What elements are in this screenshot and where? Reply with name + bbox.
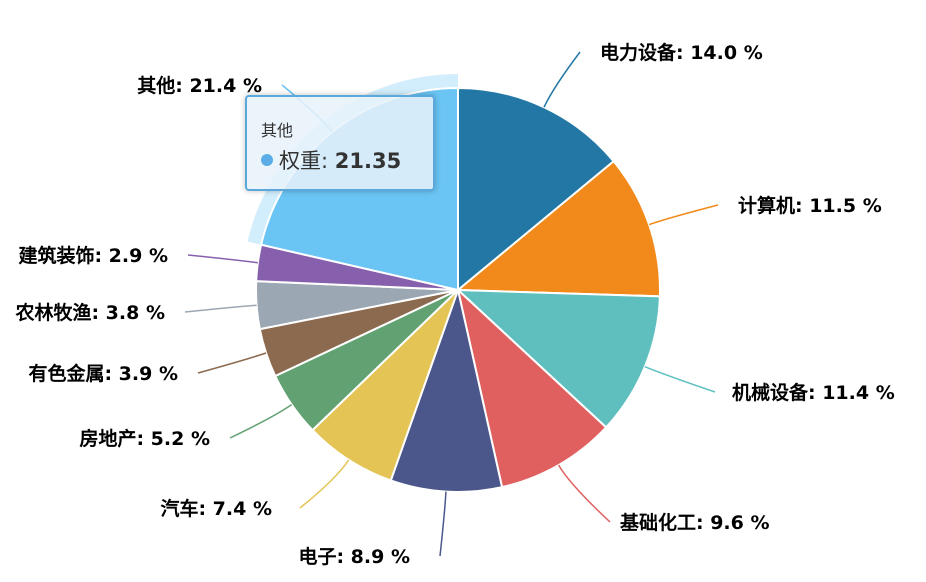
- tooltip-series-label: 权重:: [279, 149, 335, 173]
- pie-slice-1[interactable]: [455, 159, 661, 298]
- slice-label-2: 机械设备: 11.4 %: [732, 381, 895, 404]
- slice-label-0: 电力设备: 14.0 %: [600, 41, 763, 64]
- slice-label-5: 汽车: 7.4 %: [160, 497, 272, 520]
- leader-line-9: [187, 254, 258, 264]
- leader-line-0: [543, 51, 581, 108]
- pie-slice-2[interactable]: [455, 288, 661, 429]
- leader-line-1: [648, 204, 719, 226]
- slice-label-4: 电子: 8.9 %: [298, 545, 410, 568]
- leader-line-2: [644, 366, 716, 393]
- slice-label-8: 农林牧渔: 3.8 %: [14, 301, 165, 324]
- slice-label-6: 房地产: 5.2 %: [79, 427, 210, 450]
- leader-line-6: [229, 403, 293, 439]
- slice-label-1: 计算机: 11.5 %: [738, 194, 882, 217]
- pie-slice-3[interactable]: [456, 287, 608, 489]
- tooltip-row: 权重: 21.35: [261, 145, 401, 175]
- slice-label-9: 建筑装饰: 2.9 %: [18, 244, 168, 267]
- tooltip-title: 其他: [261, 121, 294, 140]
- leader-line-5: [299, 459, 350, 509]
- leader-line-8: [184, 304, 257, 313]
- leader-line-4: [439, 491, 447, 557]
- slice-label-3: 基础化工: 9.6 %: [619, 511, 770, 534]
- tooltip-value: 21.35: [334, 149, 402, 173]
- leader-line-7: [197, 352, 267, 374]
- leader-line-3: [557, 464, 611, 523]
- slice-label-10: 其他: 21.4 %: [137, 74, 262, 97]
- slice-label-7: 有色金属: 3.9 %: [28, 362, 178, 385]
- tooltip: 其他 权重: 21.35: [245, 95, 435, 191]
- pie-slice-4[interactable]: [389, 286, 504, 493]
- tooltip-series-dot-icon: [261, 154, 273, 166]
